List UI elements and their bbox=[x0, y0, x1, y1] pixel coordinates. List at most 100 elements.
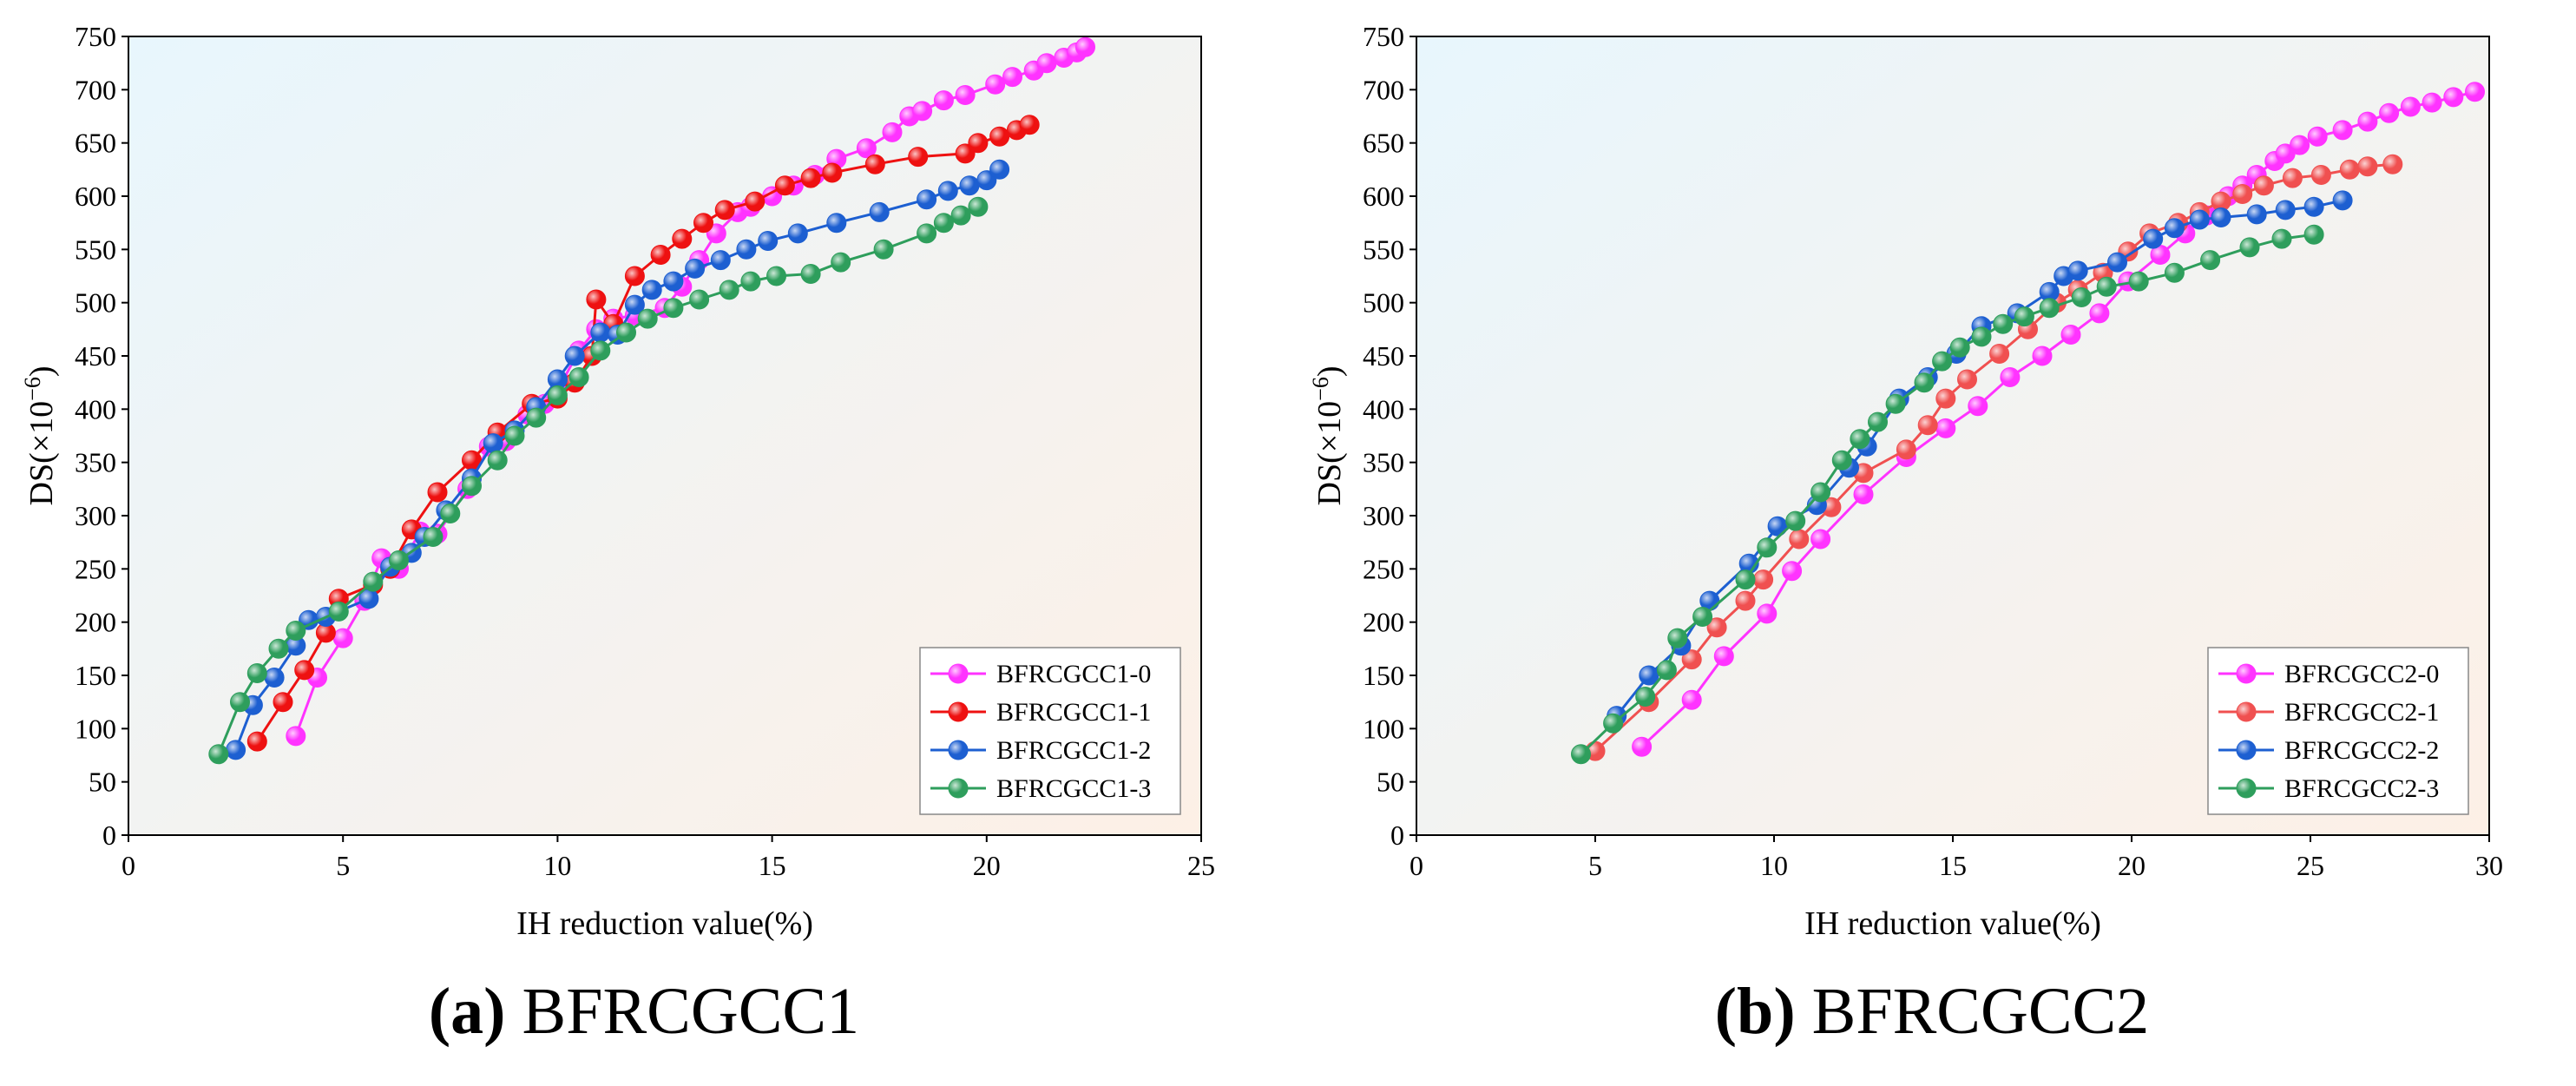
data-point bbox=[246, 731, 267, 752]
x-tick-label: 15 bbox=[759, 850, 786, 881]
caption-b: (b) BFRCGCC2 bbox=[1288, 974, 2576, 1050]
data-point bbox=[968, 133, 989, 154]
data-point bbox=[917, 189, 937, 210]
y-tick-label: 550 bbox=[75, 234, 116, 265]
legend-item: BFRCGCC1-2 bbox=[930, 736, 1151, 765]
y-tick-label: 300 bbox=[1363, 500, 1404, 531]
data-point bbox=[2060, 325, 2081, 345]
data-point bbox=[2303, 196, 2324, 217]
data-point bbox=[2339, 159, 2360, 180]
data-point bbox=[1785, 510, 1806, 531]
data-point bbox=[586, 289, 607, 310]
caption-b-text: BFRCGCC2 bbox=[1795, 975, 2150, 1048]
data-point bbox=[1603, 713, 1624, 734]
x-tick-label: 25 bbox=[1187, 850, 1215, 881]
data-point bbox=[937, 181, 958, 201]
data-point bbox=[2282, 168, 2303, 188]
data-point bbox=[2303, 224, 2324, 245]
data-point bbox=[590, 340, 611, 361]
data-point bbox=[2310, 165, 2331, 185]
legend-label: BFRCGCC1-2 bbox=[996, 736, 1151, 765]
data-point bbox=[1002, 67, 1022, 88]
series-BFRCGCC2-0 bbox=[1632, 82, 2485, 757]
y-tick-label: 450 bbox=[1363, 340, 1404, 372]
y-tick-label: 200 bbox=[75, 607, 116, 638]
data-point bbox=[2443, 87, 2464, 108]
caption-b-letter: (b) bbox=[1714, 975, 1796, 1048]
x-tick-label: 0 bbox=[1410, 850, 1423, 881]
data-point bbox=[787, 223, 808, 244]
y-tick-label: 750 bbox=[1363, 21, 1404, 52]
data-point bbox=[955, 85, 976, 105]
caption-a-letter: (a) bbox=[428, 975, 506, 1048]
data-point bbox=[740, 271, 761, 292]
data-point bbox=[286, 621, 306, 641]
data-point bbox=[2032, 346, 2053, 366]
x-tick-label: 10 bbox=[1760, 850, 1788, 881]
data-point bbox=[1989, 344, 2010, 364]
data-point bbox=[328, 601, 349, 622]
data-point bbox=[264, 668, 285, 688]
data-point bbox=[1635, 687, 1656, 707]
data-point bbox=[882, 122, 903, 142]
data-point bbox=[663, 271, 684, 292]
data-point bbox=[641, 280, 662, 300]
x-tick-label: 5 bbox=[336, 850, 350, 881]
y-tick-label: 250 bbox=[75, 553, 116, 584]
data-point bbox=[1757, 603, 1778, 624]
x-tick-label: 5 bbox=[1588, 850, 1602, 881]
legend-marker bbox=[2236, 701, 2257, 722]
data-point bbox=[2107, 252, 2127, 273]
data-point bbox=[590, 322, 611, 343]
data-point bbox=[1831, 450, 1852, 471]
data-point bbox=[856, 138, 877, 159]
data-point bbox=[985, 74, 1006, 95]
data-point bbox=[1917, 415, 1938, 436]
y-tick-label: 100 bbox=[1363, 713, 1404, 744]
data-point bbox=[1949, 337, 1970, 358]
legend-marker bbox=[2236, 778, 2257, 799]
data-point bbox=[2067, 260, 2088, 281]
y-tick-label: 600 bbox=[1363, 181, 1404, 212]
data-point bbox=[637, 308, 658, 329]
y-tick-label: 550 bbox=[1363, 234, 1404, 265]
data-point bbox=[1782, 561, 1803, 582]
data-point bbox=[483, 433, 503, 454]
y-tick-label: 150 bbox=[75, 660, 116, 691]
data-point bbox=[968, 196, 989, 217]
data-point bbox=[2164, 218, 2185, 239]
data-point bbox=[685, 258, 706, 279]
data-point bbox=[1681, 689, 1702, 710]
y-tick-label: 500 bbox=[75, 287, 116, 319]
y-tick-label: 700 bbox=[1363, 74, 1404, 105]
caption-a-text: BFRCGCC1 bbox=[505, 975, 860, 1048]
data-point bbox=[2211, 207, 2231, 227]
caption-a: (a) BFRCGCC1 bbox=[0, 974, 1288, 1050]
legend-item: BFRCGCC1-1 bbox=[930, 698, 1151, 727]
legend-label: BFRCGCC2-3 bbox=[2284, 774, 2439, 803]
data-point bbox=[273, 692, 293, 713]
data-point bbox=[564, 346, 585, 366]
data-point bbox=[933, 90, 954, 111]
data-point bbox=[1885, 393, 1906, 414]
data-point bbox=[2382, 154, 2403, 174]
series-BFRCGCC1-3 bbox=[208, 196, 989, 765]
data-point bbox=[440, 504, 461, 523]
legend-label: BFRCGCC1-0 bbox=[996, 660, 1151, 688]
legend-marker bbox=[948, 663, 969, 684]
x-tick-label: 30 bbox=[2475, 850, 2503, 881]
data-point bbox=[1036, 53, 1057, 74]
data-point bbox=[826, 213, 847, 234]
y-tick-label: 600 bbox=[75, 181, 116, 212]
data-point bbox=[1632, 736, 1653, 757]
x-tick-label: 15 bbox=[1939, 850, 1967, 881]
y-tick-label: 750 bbox=[75, 21, 116, 52]
data-point bbox=[2200, 250, 2221, 271]
y-tick-label: 300 bbox=[75, 500, 116, 531]
y-tick-label: 700 bbox=[75, 74, 116, 105]
data-point bbox=[526, 407, 547, 428]
data-point bbox=[2239, 237, 2260, 258]
data-point bbox=[710, 250, 731, 271]
data-point bbox=[616, 322, 636, 343]
y-tick-label: 0 bbox=[1390, 819, 1404, 851]
